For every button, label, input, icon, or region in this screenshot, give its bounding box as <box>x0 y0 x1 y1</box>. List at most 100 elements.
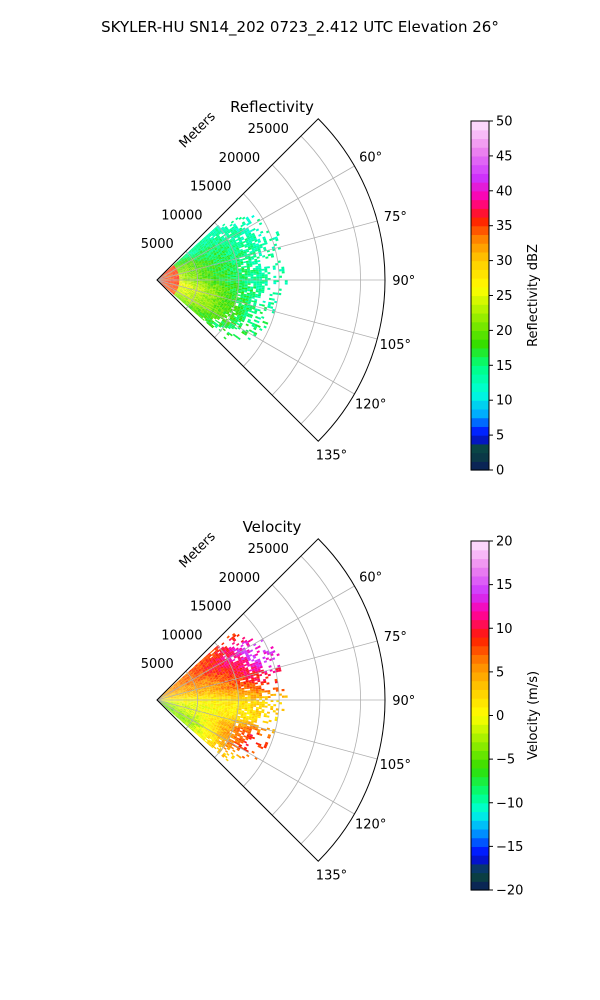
radar-gate <box>243 228 247 232</box>
radar-gate <box>182 680 185 683</box>
radar-gate <box>210 280 214 282</box>
radar-gate <box>217 291 221 294</box>
radar-gate <box>227 693 231 696</box>
radar-gate <box>170 284 173 286</box>
radar-gate <box>194 678 198 681</box>
radar-gate <box>249 235 253 239</box>
radar-gate <box>173 281 177 282</box>
radar-gate <box>221 284 225 286</box>
radar-gate <box>204 259 208 262</box>
radar-gate <box>241 673 245 676</box>
radar-gate <box>173 290 176 293</box>
radar-gate <box>215 658 219 662</box>
radar-gate <box>178 259 181 262</box>
radar-gate <box>208 263 212 266</box>
radar-gate <box>244 658 248 661</box>
radar-gate <box>164 282 168 284</box>
radar-gate <box>258 272 262 275</box>
radar-gate <box>180 263 184 266</box>
radar-gate <box>176 279 180 280</box>
radar-gate <box>195 312 199 316</box>
radar-gate <box>204 247 208 250</box>
radar-gate <box>224 326 228 329</box>
radar-gate <box>238 272 242 275</box>
radar-gate <box>189 268 192 270</box>
radar-gate <box>233 656 238 659</box>
radar-gate <box>191 290 195 293</box>
theta-tick-label: 105° <box>380 338 411 353</box>
radar-gate <box>204 298 208 301</box>
radar-gate <box>214 231 218 235</box>
radar-gate <box>227 650 231 654</box>
radar-gate <box>219 672 223 675</box>
radar-gate <box>210 272 214 274</box>
colorbar-tick-label: 45 <box>496 149 513 164</box>
radar-gate <box>166 273 170 275</box>
radar-gate <box>201 298 205 300</box>
radar-gate <box>197 291 201 294</box>
radar-gate <box>173 278 177 280</box>
radar-gate <box>188 291 192 294</box>
radar-gate <box>237 663 241 666</box>
radar-gate <box>241 641 246 645</box>
radar-gate <box>178 284 182 286</box>
radar-gate <box>190 672 194 676</box>
radar-gate <box>218 248 222 252</box>
radar-gate <box>194 678 197 681</box>
radar-gate <box>162 278 166 280</box>
radar-gate <box>242 678 246 681</box>
radar-gate <box>225 237 229 241</box>
radar-gate <box>263 651 267 655</box>
radar-gate <box>189 689 193 691</box>
radar-gate <box>173 275 176 277</box>
radar-gate <box>218 269 222 272</box>
radar-gate <box>211 228 215 232</box>
radar-gate <box>201 314 204 318</box>
radar-gate <box>176 277 180 279</box>
radar-gate <box>207 283 211 285</box>
radar-gate <box>229 660 233 663</box>
radar-gate <box>207 679 211 682</box>
radar-gate <box>168 690 171 692</box>
radar-gate <box>221 308 225 312</box>
radar-gate <box>216 286 219 288</box>
radar-gate <box>194 298 198 301</box>
radar-gate <box>181 287 184 289</box>
radar-gate <box>250 278 254 280</box>
radar-gate <box>251 214 255 219</box>
radar-gate <box>230 650 234 654</box>
radar-gate <box>192 665 196 669</box>
radar-gate <box>167 274 170 276</box>
radar-gate <box>261 243 265 246</box>
radar-gate <box>227 249 231 252</box>
radar-gate <box>187 284 191 286</box>
radar-gate <box>177 289 180 292</box>
radar-gate <box>167 694 170 697</box>
radar-gate <box>182 280 186 281</box>
radar-gate <box>215 250 219 253</box>
radar-gate <box>207 270 211 272</box>
radar-gate <box>173 263 177 266</box>
radar-gate <box>203 290 207 293</box>
radar-gate <box>173 267 176 270</box>
radar-gate <box>214 662 218 665</box>
radar-gate <box>166 693 170 696</box>
radar-gate <box>224 645 228 649</box>
radar-gate <box>213 283 217 285</box>
radar-gate <box>264 274 268 277</box>
radar-gate <box>246 262 250 265</box>
radar-gate <box>205 314 208 317</box>
radar-gate <box>213 680 217 683</box>
radar-gate <box>175 273 179 275</box>
radar-gate <box>209 267 213 269</box>
radar-gate <box>273 275 277 278</box>
radar-gate <box>215 676 219 679</box>
radar-gate <box>201 668 205 671</box>
radar-gate <box>167 695 171 697</box>
radar-gate <box>222 679 226 682</box>
radar-gate <box>236 298 240 301</box>
radar-gate <box>205 654 209 658</box>
radar-gate <box>238 265 241 268</box>
radar-gate <box>256 256 260 259</box>
radar-gate <box>168 270 171 273</box>
